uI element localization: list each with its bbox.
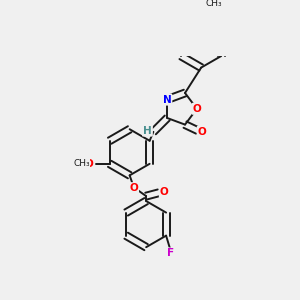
Text: F: F (167, 248, 174, 258)
Text: N: N (163, 94, 171, 105)
Text: H: H (143, 125, 152, 136)
Text: O: O (129, 183, 138, 193)
Text: O: O (160, 187, 169, 197)
Text: CH₃: CH₃ (74, 159, 90, 168)
Text: O: O (193, 104, 202, 114)
Text: O: O (85, 159, 94, 169)
Text: CH₃: CH₃ (205, 0, 222, 8)
Text: O: O (198, 127, 206, 137)
